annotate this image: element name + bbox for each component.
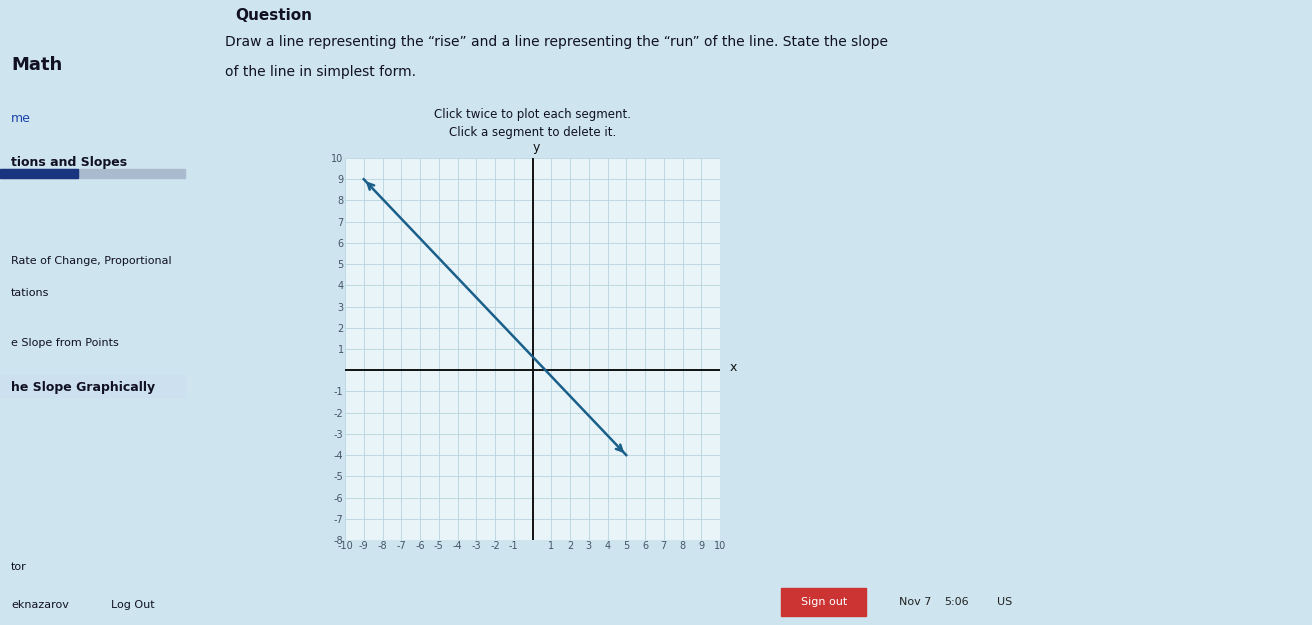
Bar [0, 169, 77, 178]
Text: Click a segment to delete it.: Click a segment to delete it. [449, 126, 617, 139]
Text: US: US [997, 596, 1013, 606]
Text: Question: Question [235, 8, 312, 23]
Text: y: y [533, 141, 541, 154]
Text: tations: tations [10, 288, 50, 298]
Text: Math: Math [10, 56, 63, 74]
Text: of the line in simplest form.: of the line in simplest form. [224, 65, 416, 79]
Bar [0, 375, 185, 397]
Bar [0, 169, 185, 178]
Text: e Slope from Points: e Slope from Points [10, 338, 119, 348]
Text: Click twice to plot each segment.: Click twice to plot each segment. [434, 108, 631, 121]
Text: tor: tor [10, 562, 26, 572]
Text: me: me [10, 112, 31, 126]
Text: Log Out: Log Out [112, 600, 155, 610]
Text: Sign out: Sign out [800, 596, 848, 606]
Text: tions and Slopes: tions and Slopes [10, 156, 127, 169]
Text: Draw a line representing the “rise” and a line representing the “run” of the lin: Draw a line representing the “rise” and … [224, 35, 888, 49]
Text: x: x [729, 361, 737, 374]
Text: eknazarov: eknazarov [10, 600, 70, 610]
Text: Nov 7: Nov 7 [899, 596, 932, 606]
Text: Rate of Change, Proportional: Rate of Change, Proportional [10, 256, 172, 266]
Text: 5:06: 5:06 [945, 596, 970, 606]
Text: he Slope Graphically: he Slope Graphically [10, 381, 155, 394]
Bar [781, 588, 866, 616]
